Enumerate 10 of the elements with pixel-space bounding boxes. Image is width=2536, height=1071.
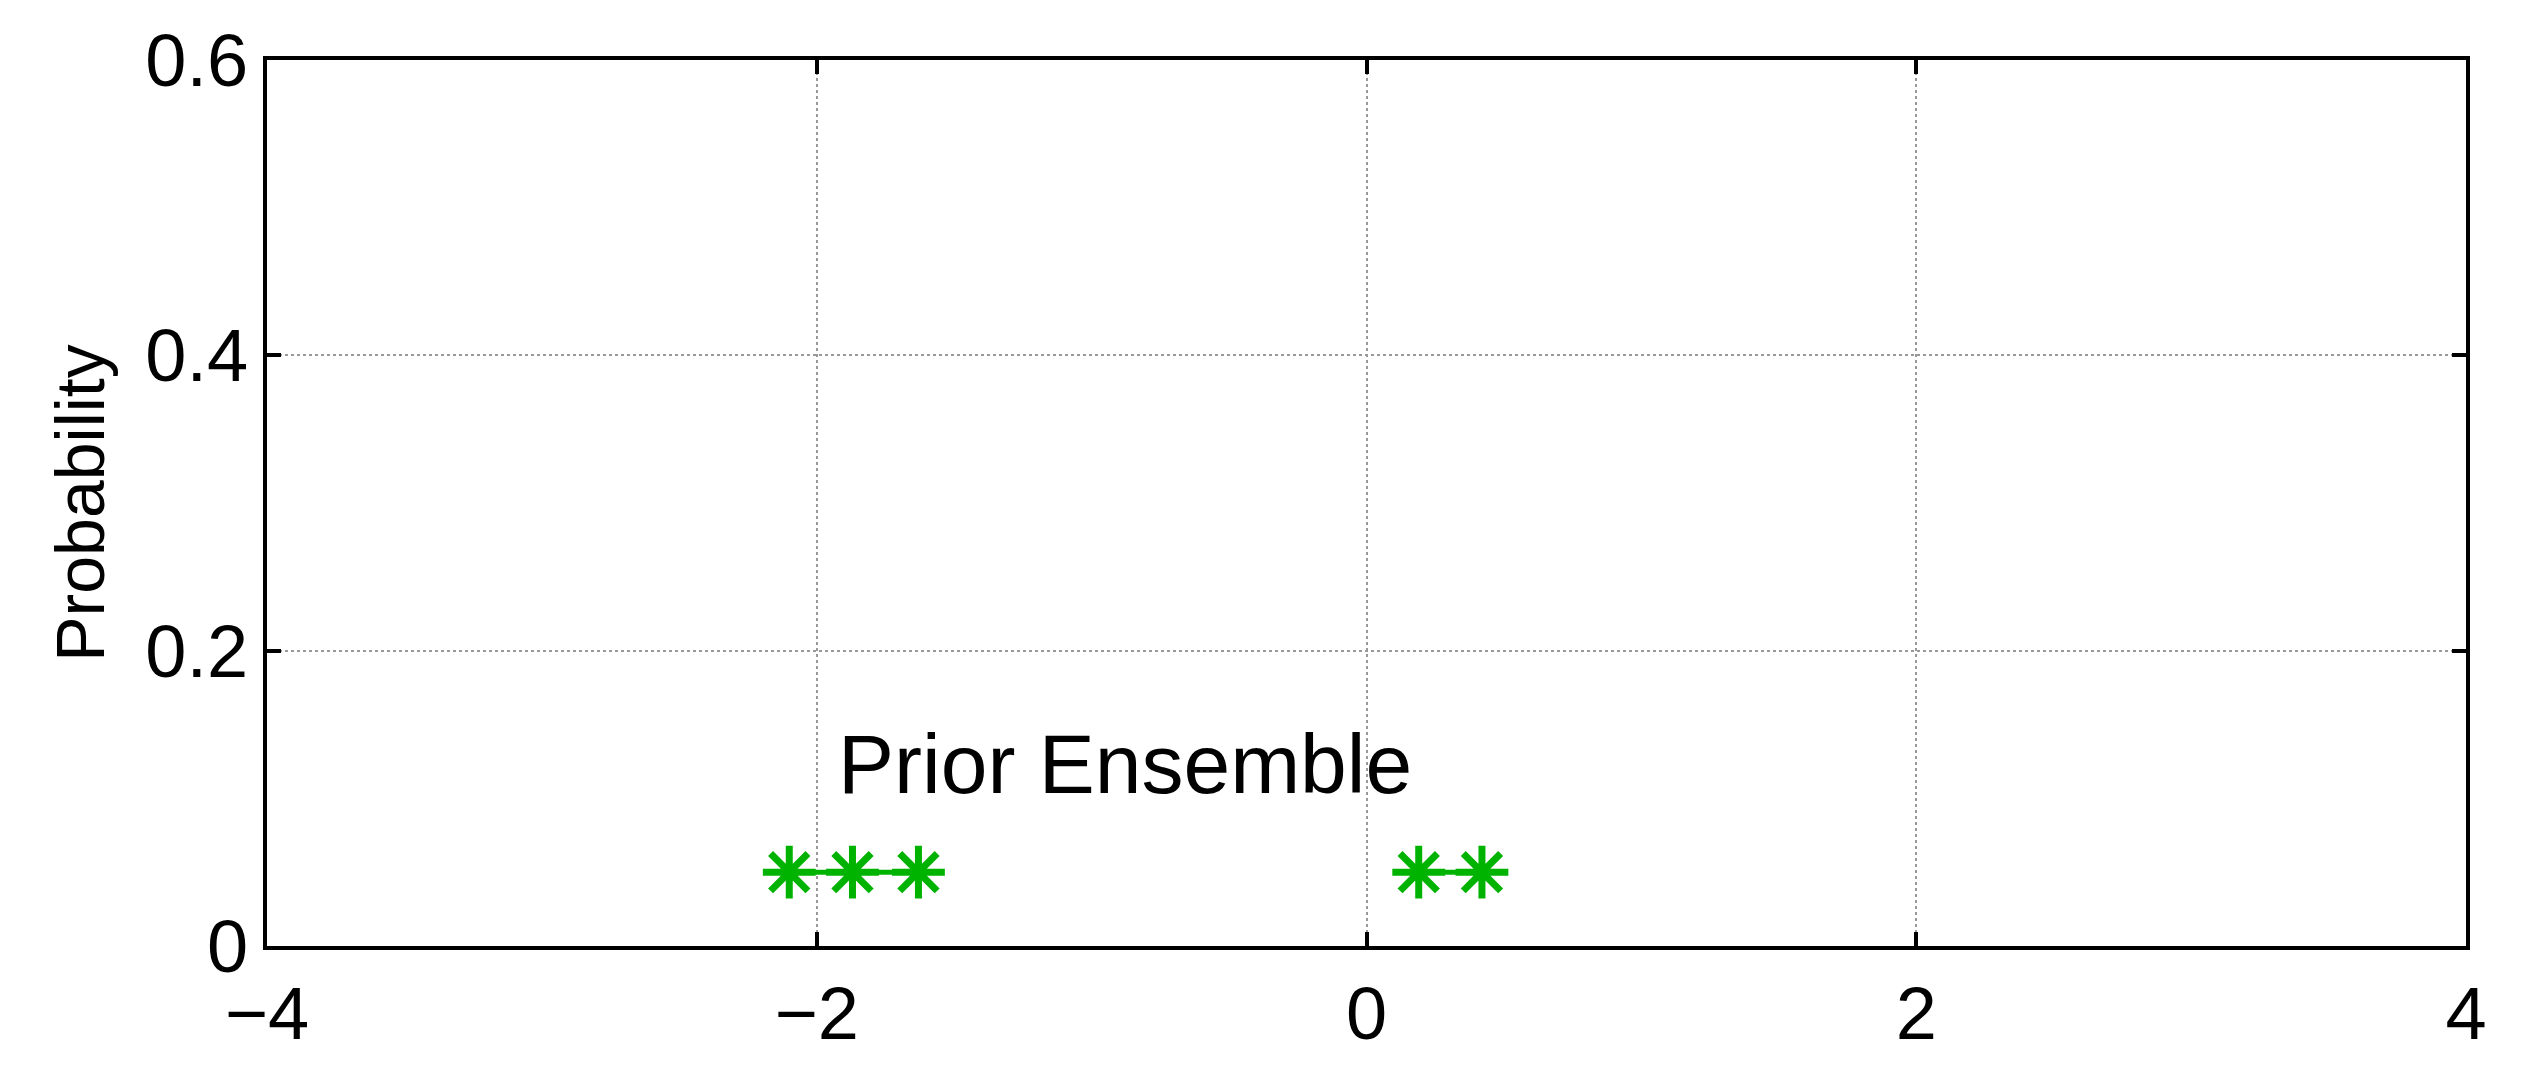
x-tick-label: 0 [1345, 971, 1388, 1055]
y-tick-label: 0.2 [145, 609, 249, 693]
y-tick-label: 0.4 [145, 314, 249, 398]
x-tick-label: 2 [1895, 971, 1937, 1055]
y-axis-title: Probability [41, 344, 118, 662]
annotation: Prior Ensemble [838, 717, 1413, 811]
x-tick-label: 4 [2445, 971, 2487, 1055]
x-tick-label: −2 [774, 971, 859, 1055]
y-tick-label: 0.6 [145, 18, 249, 102]
y-tick-label: 0 [207, 904, 249, 988]
